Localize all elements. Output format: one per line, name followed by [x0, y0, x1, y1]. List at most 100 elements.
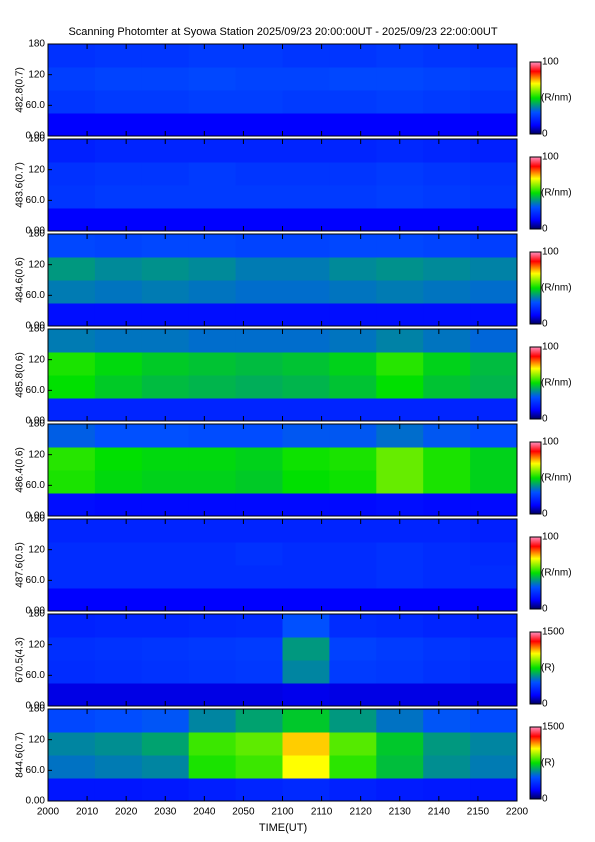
heat-cell — [48, 257, 96, 281]
heat-cell — [423, 709, 471, 733]
heat-cell — [94, 280, 143, 304]
heat-cell — [141, 67, 190, 91]
x-tick-label: 2020 — [115, 807, 138, 818]
colorbar-label: (R/nm) — [541, 93, 572, 104]
y-tick-label: 0.00 — [26, 701, 46, 712]
heat-cell — [329, 162, 377, 186]
y-tick-label: 120 — [28, 449, 45, 460]
heat-cell — [141, 660, 190, 684]
heat-cell — [282, 709, 330, 733]
heat-cell — [235, 493, 283, 517]
heat-cell — [376, 732, 424, 756]
heat-cell — [282, 470, 330, 494]
heat-cell — [329, 588, 377, 612]
colorbar — [529, 251, 542, 325]
heat-cell — [94, 90, 143, 114]
y-axis-label: 482.8(0.7) — [15, 67, 26, 113]
heat-cell — [470, 162, 518, 186]
colorbar — [529, 61, 542, 135]
heat-cell — [235, 470, 283, 494]
heat-cell — [94, 375, 143, 399]
heat-cell — [235, 185, 283, 209]
heat-cell — [141, 139, 190, 163]
heat-cell — [188, 67, 237, 91]
heat-cell — [141, 257, 190, 281]
heat-cell — [470, 280, 518, 304]
heat-cell — [470, 67, 518, 91]
y-tick-label: 0.00 — [26, 226, 46, 237]
heat-cell — [282, 44, 330, 68]
y-tick-label: 180 — [28, 514, 45, 525]
heat-cell — [376, 660, 424, 684]
heat-cell — [94, 44, 143, 68]
chart-title: Scanning Photomter at Syowa Station 2025… — [68, 26, 497, 38]
colorbar-tick-label: 0 — [542, 224, 548, 235]
colorbar-label: (R/nm) — [541, 283, 572, 294]
heat-cell — [141, 519, 190, 543]
heat-cell — [423, 352, 471, 376]
colorbar-tick-label: 1500 — [542, 627, 565, 638]
heat-cell — [235, 424, 283, 448]
heat-cell — [188, 424, 237, 448]
heat-cell — [94, 588, 143, 612]
heat-cell — [376, 139, 424, 163]
colorbar-tick-label: 0 — [542, 319, 548, 330]
y-tick-label: 0.00 — [26, 131, 46, 142]
x-axis-label: TIME(UT) — [259, 822, 307, 834]
heat-cell — [48, 447, 96, 471]
heat-cell — [470, 588, 518, 612]
heat-cell — [376, 44, 424, 68]
heat-cell — [48, 683, 96, 707]
heat-cell — [94, 398, 143, 422]
y-axis-label: 485.8(0.6) — [15, 352, 26, 398]
colorbar-tick-label: 100 — [542, 437, 559, 448]
heat-cell — [48, 303, 96, 327]
heat-cell — [94, 637, 143, 661]
heat-cell — [423, 493, 471, 517]
heat-cell — [94, 257, 143, 281]
heat-cell — [94, 234, 143, 258]
heat-cell — [329, 67, 377, 91]
heat-cell — [141, 280, 190, 304]
x-tick-label: 2200 — [506, 807, 529, 818]
heat-cell — [141, 588, 190, 612]
heat-cell — [423, 588, 471, 612]
heat-cell — [235, 67, 283, 91]
heat-cell — [235, 709, 283, 733]
heat-cell — [376, 234, 424, 258]
colorbar — [529, 346, 542, 420]
y-tick-label: 60.0 — [26, 100, 46, 111]
colorbar-label: (R) — [541, 758, 555, 769]
heat-cell — [376, 493, 424, 517]
heat-cell — [423, 303, 471, 327]
heat-cell — [48, 280, 96, 304]
heat-cell — [282, 280, 330, 304]
heat-cell — [94, 208, 143, 232]
heat-cell — [141, 234, 190, 258]
y-axis-label: 484.6(0.6) — [15, 257, 26, 303]
y-tick-label: 180 — [28, 324, 45, 335]
heat-cell — [470, 470, 518, 494]
colorbar-tick-label: 100 — [542, 247, 559, 258]
x-tick-label: 2120 — [350, 807, 373, 818]
y-tick-label: 0.00 — [26, 511, 46, 522]
heat-cell — [188, 542, 237, 566]
heat-cell — [423, 614, 471, 638]
heat-cell — [423, 90, 471, 114]
heat-cell — [235, 90, 283, 114]
heat-cell — [376, 303, 424, 327]
heat-cell — [376, 375, 424, 399]
heat-cell — [188, 470, 237, 494]
heat-cell — [188, 732, 237, 756]
heat-cell — [48, 398, 96, 422]
heat-cell — [94, 185, 143, 209]
heat-cell — [141, 208, 190, 232]
x-tick-label: 2050 — [232, 807, 255, 818]
heat-cell — [188, 162, 237, 186]
heat-cell — [188, 755, 237, 779]
heat-cell — [329, 565, 377, 589]
heat-cell — [94, 329, 143, 353]
x-tick-label: 2130 — [389, 807, 412, 818]
heat-cell — [235, 234, 283, 258]
colorbar — [529, 726, 542, 800]
